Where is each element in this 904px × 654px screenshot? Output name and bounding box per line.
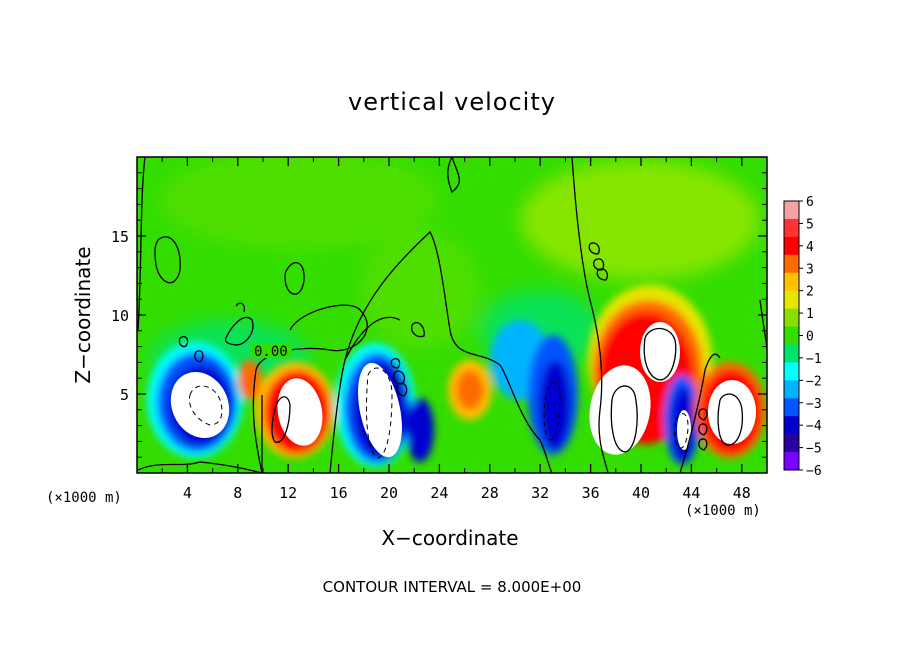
colorbar-label: −3 (806, 397, 822, 412)
x-tick-label: 20 (380, 484, 398, 502)
colorbar-swatch (784, 236, 799, 256)
x-unit-right: (×1000 m) (685, 503, 761, 519)
x-tick-label: 36 (582, 484, 600, 502)
dashed-contours (188, 367, 689, 459)
x-axis-label: X−coordinate (381, 526, 519, 550)
y-ticks: 5 10 15 (111, 172, 767, 458)
colorbar-label: 2 (806, 285, 814, 300)
colorbar-label: 5 (806, 217, 814, 232)
contour-label: 0.00 (254, 344, 288, 360)
colorbar-label: −1 (806, 352, 822, 367)
colorbar-label: 1 (806, 307, 814, 322)
colorbar-label: −5 (806, 442, 822, 457)
x-tick-label: 16 (330, 484, 348, 502)
colorbar: 6 5 4 3 2 1 0 −1 −2 −3 −4 −5 −6 (783, 195, 822, 479)
y-axis-label: Z−coordinate (71, 246, 95, 383)
x-tick-label: 40 (632, 484, 650, 502)
colorbar-label: 4 (806, 240, 814, 255)
colorbar-swatch (784, 201, 799, 220)
x-tick-label: 4 (183, 484, 192, 502)
colorbar-swatch (784, 218, 799, 238)
y-tick-label: 5 (120, 386, 129, 404)
x-tick-label: 48 (733, 484, 751, 502)
x-tick-label: 12 (279, 484, 297, 502)
colorbar-label: −2 (806, 374, 822, 389)
x-unit-left: (×1000 m) (46, 490, 122, 506)
x-tick-label: 32 (531, 484, 549, 502)
colorbar-swatch (784, 398, 799, 417)
colorbar-swatch (784, 380, 799, 399)
y-tick-label: 15 (111, 228, 129, 246)
y-tick-label: 10 (111, 307, 129, 325)
colorbar-swatch (784, 290, 799, 310)
colorbar-swatch (784, 326, 799, 345)
colorbar-label: −4 (806, 419, 822, 434)
heatmap-field (137, 157, 767, 473)
colorbar-swatch (784, 308, 799, 328)
colorbar-label: 6 (806, 195, 814, 210)
x-tick-label: 24 (430, 484, 448, 502)
contour-interval-note: CONTOUR INTERVAL = 8.000E+00 (322, 578, 582, 596)
colorbar-swatch (784, 362, 799, 381)
colorbar-swatch (784, 434, 799, 453)
colorbar-swatch (784, 272, 799, 292)
colorbar-label: 3 (806, 262, 814, 277)
colorbar-swatch (784, 452, 799, 471)
contour-lines (137, 157, 767, 473)
colorbar-swatch (784, 254, 799, 274)
colorbar-label: 0 (806, 330, 814, 345)
x-tick-label: 44 (682, 484, 700, 502)
x-tick-label: 28 (481, 484, 499, 502)
chart-title: vertical velocity (348, 88, 556, 116)
colorbar-swatch (784, 416, 799, 435)
x-ticks: 4 8 12 16 20 24 28 32 36 40 44 48 (161, 157, 751, 502)
x-tick-label: 8 (233, 484, 242, 502)
contour-label-bg (252, 343, 292, 358)
colorbar-swatch (784, 344, 799, 363)
colorbar-label: −6 (806, 464, 822, 479)
